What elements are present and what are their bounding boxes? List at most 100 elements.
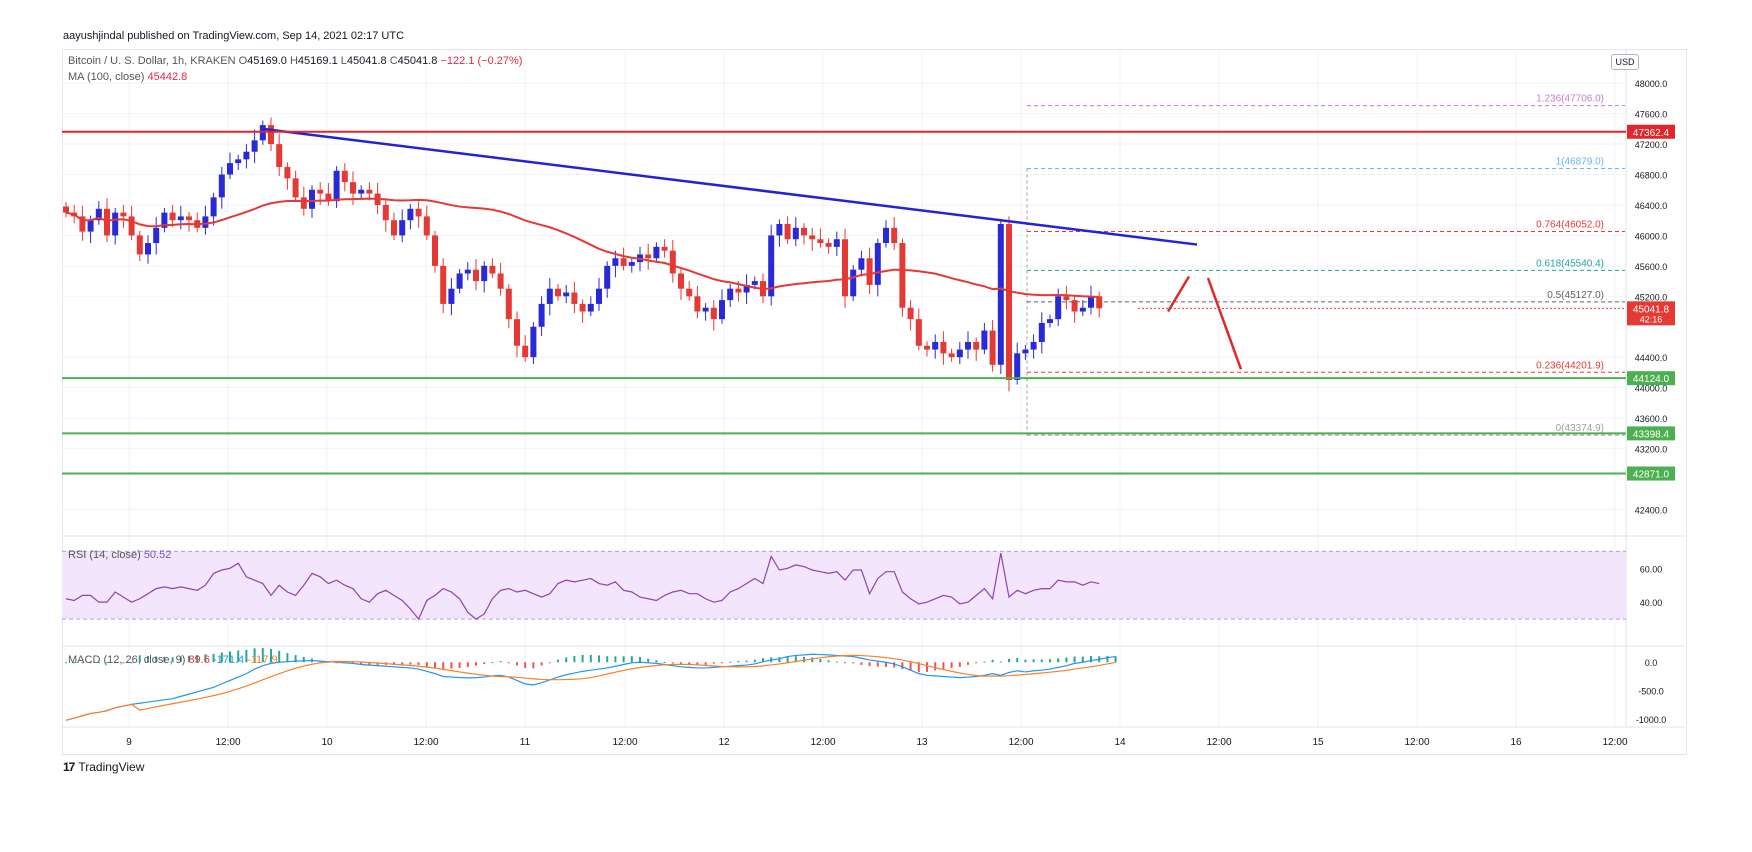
- macd-bar: [114, 662, 117, 664]
- macd-bar: [671, 662, 674, 664]
- x-tick-14: 16: [1510, 737, 1522, 748]
- macd-bar: [803, 656, 805, 663]
- macd-bar: [581, 654, 584, 663]
- macd-tick-0: 0.0: [1645, 658, 1658, 668]
- macd-bar: [680, 662, 682, 665]
- macd-bar: [1024, 659, 1027, 663]
- macd-bar: [1073, 656, 1076, 663]
- level-label-43398.4: 43398.4: [1633, 429, 1670, 440]
- tradingview-logo: 17: [63, 760, 75, 774]
- x-tick-3: 12:00: [413, 737, 438, 748]
- macd-bar: [442, 662, 445, 670]
- rsi-tick-1: 40.00: [1640, 598, 1663, 608]
- macd-bar: [1057, 658, 1060, 663]
- macd-bar: [171, 657, 174, 663]
- currency-button[interactable]: USD: [1611, 54, 1639, 70]
- x-tick-1: 12:00: [215, 737, 240, 748]
- candle-body: [415, 208, 422, 217]
- macd-histogram: [65, 648, 1117, 673]
- candle-body: [145, 243, 151, 255]
- candle-body: [669, 250, 676, 274]
- macd-bar: [565, 657, 568, 663]
- candle-body: [292, 178, 299, 198]
- macd-bar: [950, 662, 953, 668]
- macd-bar: [589, 654, 592, 663]
- candle-body: [235, 159, 242, 164]
- candle-body: [842, 239, 848, 297]
- candle-body: [956, 349, 963, 358]
- macd-bar: [835, 661, 838, 663]
- candle-body: [489, 265, 496, 274]
- macd-bar: [926, 662, 928, 672]
- macd-bar: [622, 656, 625, 663]
- candle-body: [546, 288, 553, 304]
- macd-bar: [278, 650, 281, 663]
- y-tick-2: 47200.0: [1635, 140, 1668, 150]
- y-tick-7: 45200.0: [1635, 292, 1668, 302]
- candle-body: [792, 227, 799, 240]
- y-tick-4: 46400.0: [1635, 201, 1668, 211]
- candle-body: [907, 307, 914, 320]
- x-tick-10: 14: [1114, 737, 1126, 748]
- candle-body: [883, 227, 889, 244]
- candle-body: [1063, 296, 1070, 301]
- macd-tick-1: -500.0: [1638, 687, 1664, 697]
- candle-body: [382, 204, 389, 221]
- macd-bar: [130, 662, 133, 664]
- macd-bar: [753, 659, 756, 663]
- macd-bar: [614, 656, 617, 663]
- candle-body: [735, 288, 742, 293]
- macd-bar: [229, 651, 231, 663]
- symbol-name: Bitcoin / U. S. Dollar, 1h, KRAKEN: [68, 55, 236, 67]
- rsi-band: [62, 551, 1626, 620]
- candle-body: [128, 216, 135, 236]
- macd-bar: [975, 662, 978, 664]
- tradingview-brand[interactable]: 17 TradingView: [63, 760, 144, 774]
- macd-bar: [745, 660, 748, 663]
- macd-bar: [1032, 659, 1035, 663]
- candle-body: [571, 292, 578, 304]
- high-value: 45169.1: [297, 55, 338, 67]
- macd-bar: [302, 656, 305, 663]
- candle-body: [653, 246, 660, 259]
- close-label: C: [389, 55, 398, 67]
- macd-bar: [1081, 656, 1084, 663]
- candle-body: [202, 216, 209, 228]
- change-value: −122.1 (−0.27%): [440, 55, 523, 67]
- candle-body: [227, 163, 233, 175]
- macd-bar: [885, 662, 887, 667]
- candle-body: [628, 262, 635, 266]
- candle-body: [1055, 296, 1062, 320]
- level-label-44124.0: 44124.0: [1633, 374, 1670, 385]
- x-tick-0: 9: [126, 737, 132, 748]
- macd-bar: [1040, 659, 1043, 663]
- candle-body: [997, 224, 1004, 365]
- candle-body: [95, 208, 102, 221]
- candle-body: [177, 216, 184, 221]
- candle-body: [112, 212, 119, 236]
- candle-body: [300, 197, 307, 209]
- macd-bar: [721, 662, 723, 664]
- macd-bar: [97, 662, 100, 664]
- macd-bar: [639, 656, 641, 663]
- candle-body: [325, 193, 332, 202]
- macd-bar: [466, 662, 469, 667]
- macd-value-2: -171.4: [212, 654, 245, 666]
- candle-body: [538, 303, 545, 327]
- candle-body: [784, 224, 791, 240]
- last-price-value: 45041.8: [1633, 304, 1670, 315]
- macd-bar: [1065, 657, 1068, 663]
- candle-body: [587, 303, 594, 312]
- macd-bar: [573, 655, 576, 663]
- candle-body: [817, 239, 824, 244]
- macd-bar: [967, 662, 969, 665]
- y-tick-9: 44000.0: [1635, 384, 1668, 394]
- y-tick-10: 43600.0: [1635, 414, 1668, 424]
- candle-body: [915, 319, 922, 346]
- y-tick-6: 45600.0: [1635, 262, 1668, 272]
- fib-label-0.764: 0.764(46052.0): [1536, 219, 1604, 230]
- candle-body: [79, 216, 86, 232]
- ma-label: MA (100, close): [68, 71, 145, 83]
- candle-body: [464, 269, 471, 274]
